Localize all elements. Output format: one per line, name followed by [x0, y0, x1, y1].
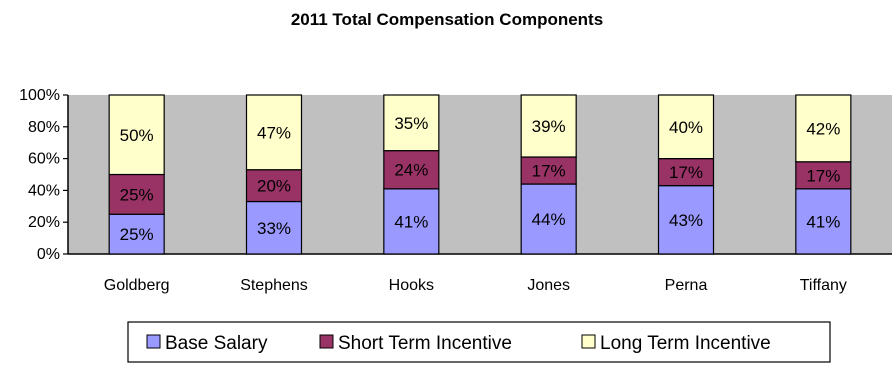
- y-tick-label: 20%: [28, 214, 60, 231]
- plot-area: 0% 20% 40% 60% 80% 100% 25% 25% 50% Goldberg 33% 20…: [19, 87, 892, 294]
- legend-box: [127, 321, 831, 363]
- bar-value-label: 25%: [120, 185, 154, 204]
- bar-segment: [795, 94, 852, 163]
- x-category-label: Goldberg: [104, 277, 170, 294]
- legend: Base Salary Short Term Incentive Long Term…: [127, 321, 831, 363]
- bar-value-label: 42%: [806, 119, 840, 138]
- bar-segment: [245, 169, 303, 203]
- bar-value-label: 17%: [806, 166, 840, 185]
- y-tick-label: 0%: [37, 246, 60, 263]
- legend-entry-label: Short Term Incentive: [338, 333, 512, 354]
- legend-entry-label: Long Term Incentive: [600, 333, 771, 354]
- bar-segment: [520, 156, 577, 185]
- y-tick-label: 100%: [19, 87, 60, 104]
- bar-segment: [245, 94, 303, 171]
- plot-background: [68, 95, 892, 254]
- bar-value-label: 35%: [394, 114, 428, 133]
- bar-segment: [520, 94, 577, 158]
- bar-segment: [383, 94, 440, 152]
- x-category-label: Jones: [527, 277, 570, 294]
- y-tick-label: 80%: [28, 119, 60, 136]
- bar-segment: [108, 94, 165, 176]
- bar-value-label: 41%: [806, 212, 840, 231]
- bar-value-label: 33%: [257, 219, 291, 238]
- x-category-label: Stephens: [240, 277, 308, 294]
- bar-segment: [108, 213, 165, 255]
- bar-segment: [657, 94, 715, 160]
- chart-title: 2011 Total Compensation Components: [291, 10, 603, 29]
- bar-value-label: 20%: [257, 177, 291, 196]
- y-tick-label: 60%: [28, 151, 60, 168]
- bar-value-label: 17%: [669, 163, 703, 182]
- y-tick-label: 40%: [28, 182, 60, 199]
- legend-entry-label: Base Salary: [165, 333, 268, 354]
- legend-swatch: [581, 334, 596, 349]
- bar-value-label: 44%: [532, 210, 566, 229]
- bar-value-label: 40%: [669, 118, 703, 137]
- bar-value-label: 24%: [394, 161, 428, 180]
- legend-swatch: [319, 334, 334, 349]
- x-category-label: Perna: [665, 277, 708, 294]
- bar-segment: [520, 183, 577, 255]
- bar-segment: [383, 150, 440, 190]
- x-category-label: Hooks: [389, 277, 434, 294]
- bar-value-label: 47%: [257, 123, 291, 142]
- bar-value-label: 41%: [394, 212, 428, 231]
- bar-value-label: 50%: [120, 126, 154, 145]
- legend-swatch: [146, 334, 161, 349]
- bar-value-label: 39%: [532, 117, 566, 136]
- bar-value-label: 25%: [120, 225, 154, 244]
- bar-segment: [108, 173, 165, 215]
- bar-value-label: 17%: [532, 162, 566, 181]
- x-category-label: Tiffany: [800, 277, 847, 294]
- bar-segment: [795, 161, 852, 190]
- bar-value-label: 43%: [669, 211, 703, 230]
- bar-segment: [657, 185, 715, 255]
